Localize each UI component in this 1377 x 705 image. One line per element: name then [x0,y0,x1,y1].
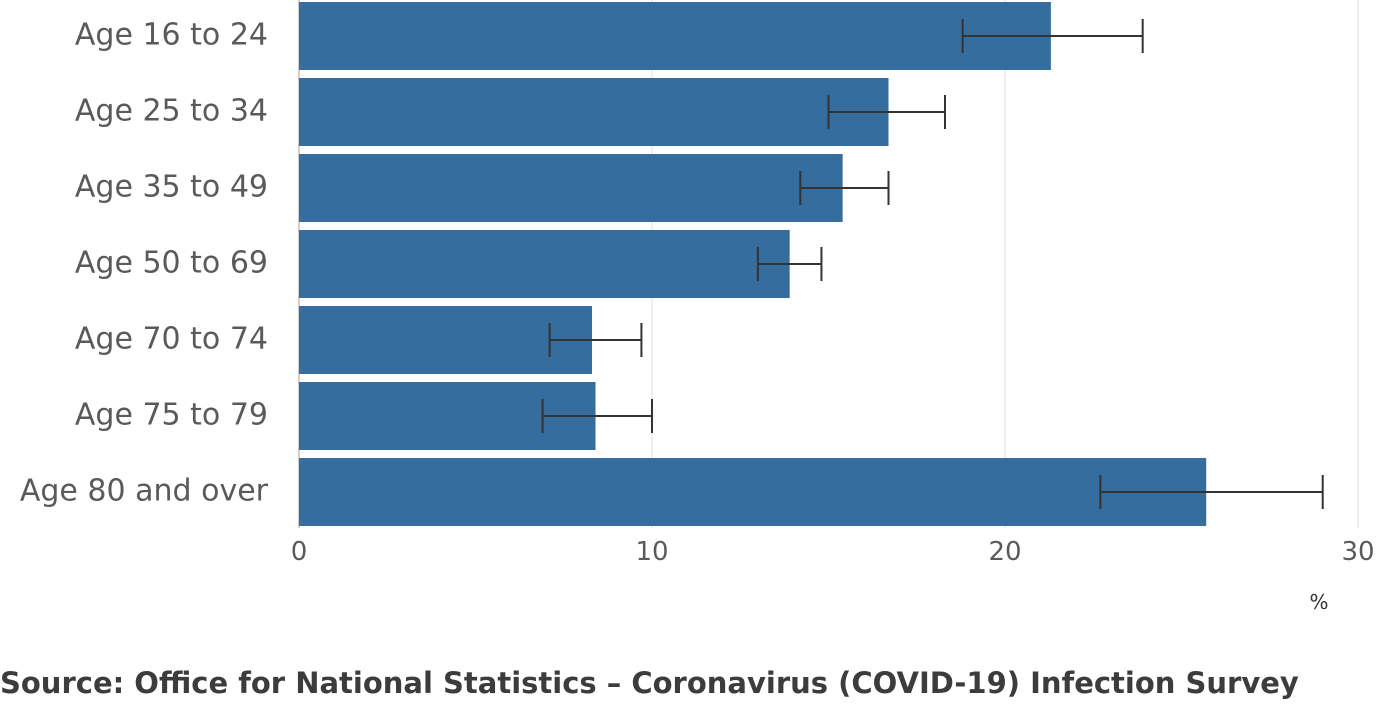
x-tick-label: 30 [1341,537,1374,567]
bar-chart: Age 16 to 24 Age 25 to 34 Age 35 to 49 Age … [20,0,1375,614]
error-bar [827,95,946,129]
bars [299,2,1207,526]
category-label: Age 50 to 69 [75,246,268,281]
error-bars [541,19,1324,509]
error-bar [1099,475,1324,509]
bar [299,78,889,146]
source-note: Source: Office for National Statistics –… [0,666,1299,700]
error-bar [799,171,890,205]
bar [299,230,790,298]
x-tick-label: 20 [988,537,1021,567]
category-label: Age 75 to 79 [75,398,268,433]
category-label: Age 25 to 34 [75,94,268,129]
error-bar [961,19,1144,53]
category-labels: Age 16 to 24 Age 25 to 34 Age 35 to 49 Age … [20,18,269,509]
category-label: Age 80 and over [20,474,269,509]
bar [299,458,1207,526]
bar [299,306,592,374]
x-tick-label: 0 [291,537,308,567]
category-label: Age 70 to 74 [75,322,268,357]
error-bar [548,323,643,357]
bar [299,2,1051,70]
error-bar [541,399,653,433]
x-tick-label: 10 [635,537,668,567]
category-label: Age 16 to 24 [75,18,268,53]
x-unit-label: % [1309,590,1328,614]
category-label: Age 35 to 49 [75,170,268,205]
bar [299,154,843,222]
error-bar [756,247,823,281]
x-tick-labels: 0 10 20 30 [291,537,1375,567]
